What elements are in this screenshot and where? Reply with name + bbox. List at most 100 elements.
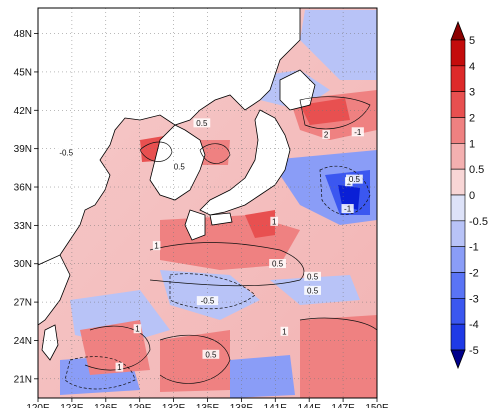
colorbar-label: -2 (469, 268, 479, 280)
anomaly-pos-patch (200, 140, 230, 165)
colorbar-box (450, 194, 466, 222)
colorbar-label: -1 (469, 242, 479, 254)
lat-tick-label: 27N (14, 298, 32, 309)
colorbar-box (450, 65, 466, 92)
anomaly-pos-patch (160, 330, 230, 392)
contour-line (84, 325, 151, 371)
colorbar-label: 2 (469, 113, 475, 125)
colorbar-label: 1 (469, 138, 475, 150)
land-china-coast (38, 254, 71, 326)
gridlines (38, 8, 377, 398)
contour-label: -1 (344, 205, 352, 214)
contour-line (199, 143, 231, 164)
anomaly-neg-patch (338, 185, 360, 210)
contour-label-bg (280, 326, 289, 336)
contour-line (149, 242, 305, 287)
lon-tick-label: 141E (264, 403, 288, 408)
contour-label: 0.5 (272, 260, 284, 269)
contour-label: 1 (272, 217, 277, 226)
lon-tick-label: 138E (230, 403, 254, 408)
contour-label-bg (304, 285, 321, 295)
contour-line (299, 96, 371, 130)
colorbar-label: -0.5 (469, 216, 488, 228)
lon-tick-label: 120E (26, 403, 50, 408)
colorbar-box (450, 298, 466, 325)
lon-tick-label: 132E (162, 403, 186, 408)
contour-label: 2 (324, 130, 329, 139)
land-japan-hokkaido (279, 69, 316, 111)
contour-label: 0.5 (205, 350, 217, 359)
colorbar-box (450, 143, 466, 170)
contour-label: 0.5 (349, 175, 361, 184)
lat-tick-label: 48N (14, 29, 32, 40)
contour-label-bg (170, 161, 188, 171)
colorbar-label: 3 (469, 87, 475, 99)
anomaly-neg-patch (230, 355, 295, 398)
lat-tick-label: 21N (14, 374, 32, 385)
contour-line-dashed (169, 273, 256, 310)
latitude-axis: 21N 24N 27N 30N 33N 36N 39N 42N 45N 48N (14, 29, 38, 385)
colorbar-box (450, 246, 466, 273)
colorbar-label: 0.5 (469, 164, 484, 176)
anomaly-pos-patch (80, 320, 150, 375)
contour-label-bg (341, 204, 354, 214)
lat-tick-label: 36N (14, 183, 32, 194)
lat-tick-label: 33N (14, 221, 32, 232)
contour-lines (64, 96, 377, 390)
colorbar-box (450, 91, 466, 118)
colorbar-high-triangle (450, 20, 466, 41)
colorbar-label: 4 (469, 61, 475, 73)
lon-tick-label: 129E (128, 403, 152, 408)
colorbar-label: 0 (469, 190, 475, 202)
anomaly-pos-patch (245, 210, 275, 238)
contour-label: -1 (354, 128, 362, 137)
lat-tick-label: 39N (14, 144, 32, 155)
contour-label-bg (193, 118, 211, 128)
contour-label-bg (152, 241, 161, 251)
contour-label-bg (55, 147, 77, 157)
contour-label: 0.5 (307, 272, 319, 281)
contour-label-bg (202, 349, 220, 359)
contour-label-bg (115, 362, 124, 372)
lon-tick-label: 150E (365, 403, 389, 408)
colorbar-label: -5 (469, 345, 479, 357)
land-japan-honshu (199, 109, 291, 216)
contour-line (139, 141, 173, 162)
lat-tick-label: 42N (14, 106, 32, 117)
plot-area: 0.5-0.50.5111-10.50.50.50.5-0.510.511-12 (38, 8, 377, 398)
colorbar-label: -4 (469, 319, 479, 331)
contour-label-bg (196, 296, 219, 306)
lat-tick-label: 24N (14, 336, 32, 347)
anomaly-pos-patch (300, 98, 350, 125)
contour-line-dashed (64, 356, 136, 390)
contour-line (299, 317, 377, 331)
contour-line-dashed (319, 165, 371, 215)
contour-label: 0.5 (307, 286, 319, 295)
colorbar-box (450, 323, 466, 351)
contour-label-bg (270, 216, 278, 226)
contour-label-bg (304, 271, 321, 281)
contour-label: 0.5 (174, 162, 186, 171)
lon-tick-label: 135E (196, 403, 220, 408)
colorbar-low-triangle (450, 349, 466, 370)
colorbar-label: -3 (469, 293, 479, 305)
lon-tick-label: 126E (94, 403, 118, 408)
anomaly-neg-patch (300, 10, 377, 80)
land-mainland-asia (38, 8, 301, 266)
lat-tick-label: 45N (14, 67, 32, 78)
colorbar-label: 5 (469, 35, 475, 47)
contour-label-bg (351, 127, 364, 137)
contour-label: 1 (282, 327, 287, 336)
contour-label: 1 (135, 325, 140, 334)
colorbar-box (450, 117, 466, 144)
land-taiwan (41, 324, 59, 361)
contour-label-bg (346, 174, 363, 184)
contour-labels: 0.5-0.50.5111-10.50.50.50.5-0.510.511-12 (55, 118, 364, 372)
colorbar-box (450, 220, 466, 247)
contour-label-bg (269, 259, 286, 269)
contour-label: 1 (117, 363, 122, 372)
anomaly-pos-patch (300, 315, 377, 398)
contour-line (159, 334, 231, 384)
longitude-axis: 120E 123E 126E 129E 132E 135E 138E 141E 144E 147E… (26, 398, 389, 408)
